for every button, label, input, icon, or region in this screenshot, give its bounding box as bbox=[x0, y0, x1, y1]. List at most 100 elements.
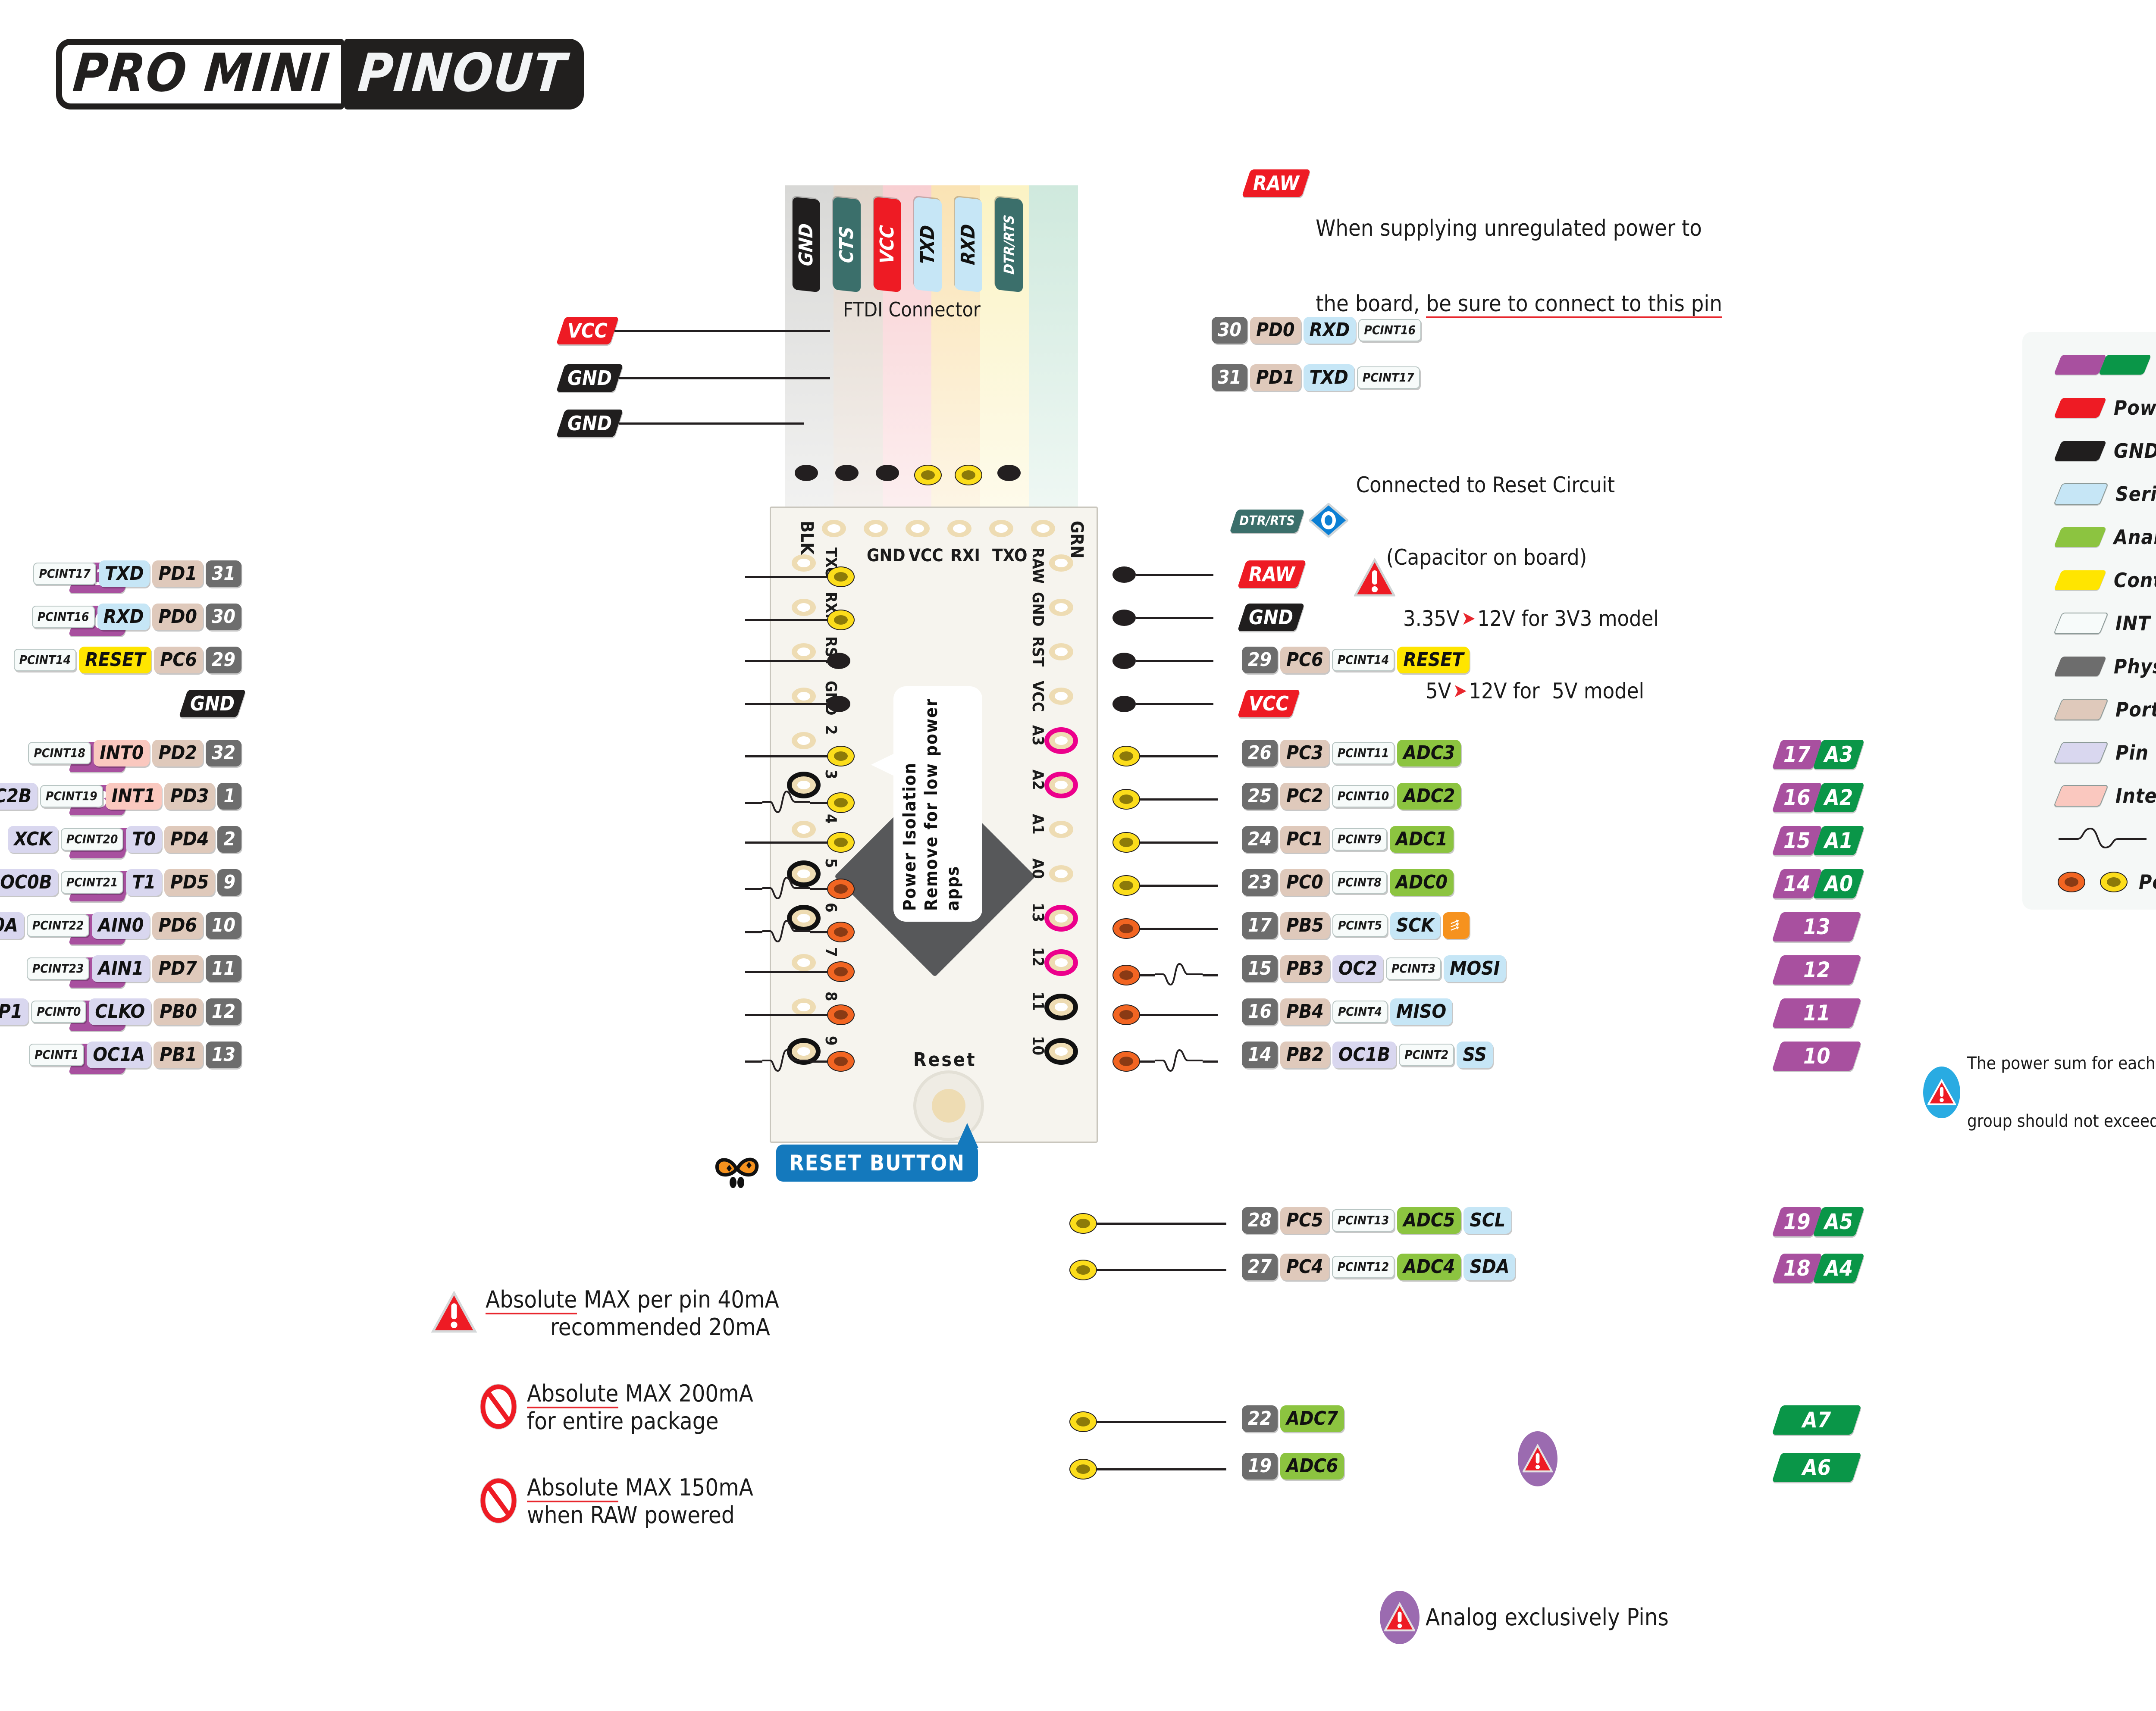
analog-pin-A2: A2 bbox=[1812, 783, 1865, 812]
warning-triangle-icon bbox=[431, 1291, 477, 1336]
pwm-wave-icon bbox=[1155, 961, 1203, 989]
left-pin-connector bbox=[745, 610, 855, 630]
board-silk-txo: TXO bbox=[992, 546, 1028, 566]
physical-pin-30: 30 bbox=[1212, 317, 1248, 344]
leader-line bbox=[1097, 1420, 1226, 1423]
port-pin-PC6: PC6 bbox=[1280, 647, 1329, 673]
alt-function-ADC1: ADC1 bbox=[1389, 826, 1454, 853]
left-pin-row: PCINT17 TXD PD1 31 bbox=[0, 560, 241, 587]
power-sum-note: The power sum for each pin’s group shoul… bbox=[1923, 1015, 2156, 1170]
interrupt-PCINT14: PCINT14 bbox=[13, 649, 77, 671]
board-silk-right: A1 bbox=[1029, 814, 1047, 835]
leader-line bbox=[1203, 974, 1218, 976]
leader-line bbox=[1140, 974, 1155, 976]
interrupt-PCINT18: PCINT18 bbox=[28, 742, 91, 764]
pin-function-OC1B: OC1B bbox=[1332, 1042, 1397, 1068]
legend-swatch bbox=[2053, 613, 2109, 634]
leader-line bbox=[1140, 884, 1218, 887]
legend-row-analog-pin: Analog Pin bbox=[2022, 516, 2156, 559]
ftdi-pin-txd: TXD bbox=[914, 197, 942, 293]
legend-swatch-ide-digital bbox=[2053, 355, 2107, 375]
power-sum-line2: group should not exceed 100mA bbox=[1967, 1111, 2156, 1131]
right-pin-connector bbox=[1112, 696, 1213, 712]
legend-row-pin-function: Pin function bbox=[2022, 731, 2156, 774]
board-silk-right: RAW bbox=[1029, 547, 1047, 584]
leader-line bbox=[745, 703, 827, 705]
physical-pin-26: 26 bbox=[1242, 740, 1278, 766]
pad-left-10 bbox=[827, 1004, 855, 1025]
board-silk-left: 6 bbox=[822, 903, 840, 913]
legend-label: Port Pin bbox=[2115, 698, 2156, 721]
pin-function-ICP1: ICP1 bbox=[0, 998, 29, 1025]
ide-analog-badge: 10 bbox=[1771, 1042, 1862, 1071]
page-title: PRO MINI PINOUT bbox=[56, 39, 584, 109]
board-silk-left: 2 bbox=[822, 725, 840, 735]
interrupt-PCINT8: PCINT8 bbox=[1332, 871, 1387, 894]
interrupt-PCINT16: PCINT16 bbox=[31, 606, 95, 628]
ftdi-pad-dtr-rts bbox=[997, 465, 1021, 481]
interrupt-PCINT10: PCINT10 bbox=[1332, 785, 1395, 807]
leader-line bbox=[1140, 755, 1218, 757]
pin-function-XCK: XCK bbox=[8, 826, 58, 853]
analog-pin-A6: A6 bbox=[1771, 1453, 1862, 1482]
board-silk-left: 7 bbox=[822, 947, 840, 957]
note-line1: MAX 200mA bbox=[618, 1380, 753, 1407]
pad-adc-0 bbox=[1069, 1411, 1097, 1432]
arrow-right-icon-2: ➤ bbox=[1453, 680, 1467, 702]
left-pin-row: OC2BPCINT19INT1PD31 bbox=[0, 783, 241, 810]
board-silk-right: 10 bbox=[1029, 1036, 1047, 1056]
gnd-label-left: GND bbox=[179, 690, 246, 717]
analog-pin-ADC4: ADC4 bbox=[1397, 1254, 1461, 1280]
legend-panel: IDE Power GND Serial Pin Analog Pin Control IN… bbox=[2022, 332, 2156, 910]
legend-swatch bbox=[2053, 483, 2109, 505]
legend-row-control: Control bbox=[2022, 559, 2156, 602]
left-pin-row: XCK PCINT20 T0 PD4 2 bbox=[0, 826, 241, 853]
board-hole-left bbox=[792, 599, 816, 616]
right-pin-row: GND bbox=[1237, 604, 1305, 631]
board-hole-top bbox=[906, 520, 930, 537]
dtr-note-line1: Connected to Reset Circuit bbox=[1356, 472, 1615, 497]
physical-pin-1: 1 bbox=[217, 783, 241, 810]
legend-swatch bbox=[2053, 441, 2107, 461]
analog-pin-A5: A5 bbox=[1812, 1207, 1865, 1236]
legend-swatch bbox=[2053, 398, 2107, 418]
physical-pin-32: 32 bbox=[205, 740, 241, 766]
right-pin-row: 16 PB4 PCINT4 MISO bbox=[1242, 998, 1453, 1025]
physical-pin-2: 2 bbox=[217, 826, 241, 853]
adc-connector bbox=[1069, 1459, 1226, 1480]
physical-pin-12: 12 bbox=[205, 998, 241, 1025]
board-hole-left bbox=[792, 732, 816, 749]
physical-pin-23: 23 bbox=[1242, 869, 1278, 896]
alt-function-ADC3: ADC3 bbox=[1397, 740, 1461, 766]
reset-callout-tail bbox=[956, 1123, 978, 1148]
analog-exclusive-note: Analog exclusively Pins bbox=[1380, 1591, 1669, 1644]
legend-label: Analog Pin bbox=[2114, 525, 2156, 549]
pad-right-5 bbox=[1112, 789, 1140, 810]
pad-right-8 bbox=[1112, 918, 1140, 939]
leader-line bbox=[745, 1060, 762, 1063]
left-pin-connector bbox=[745, 789, 855, 816]
ftdi-left-gnd-1: GND bbox=[556, 364, 624, 392]
legend-row-int: INT bbox=[2022, 602, 2156, 645]
right-label-vcc: VCC bbox=[1237, 690, 1300, 717]
current-limit-note: Absolute MAX per pin 40mA recommended 20m… bbox=[431, 1286, 779, 1341]
ide-analog-badge: 17 A3 bbox=[1771, 740, 1865, 769]
leader-line bbox=[745, 931, 762, 933]
reset-button-callout[interactable]: RESET BUTTON bbox=[776, 1145, 978, 1182]
pin-function-OC0B: OC0B bbox=[0, 869, 58, 896]
board-hole-top bbox=[822, 520, 846, 537]
alt-function-TXD: TXD bbox=[99, 560, 150, 587]
pad-left-3 bbox=[827, 696, 850, 712]
ftdi-pad-gnd bbox=[795, 465, 818, 481]
left-pin-connector bbox=[745, 1048, 855, 1075]
legend-row-ide: IDE bbox=[2022, 343, 2156, 386]
physical-pin-28: 28 bbox=[1242, 1207, 1278, 1234]
reset-button-graphic[interactable] bbox=[913, 1070, 984, 1141]
port-pin-PD6: PD6 bbox=[152, 912, 203, 939]
board-hole-left bbox=[792, 954, 816, 971]
pad-left-2 bbox=[827, 653, 850, 669]
analog-badge: A6 bbox=[1771, 1453, 1862, 1482]
leader-line bbox=[810, 801, 827, 804]
note-line2: when RAW powered bbox=[527, 1501, 735, 1529]
ide-analog-badge: 15 A1 bbox=[1771, 826, 1865, 855]
